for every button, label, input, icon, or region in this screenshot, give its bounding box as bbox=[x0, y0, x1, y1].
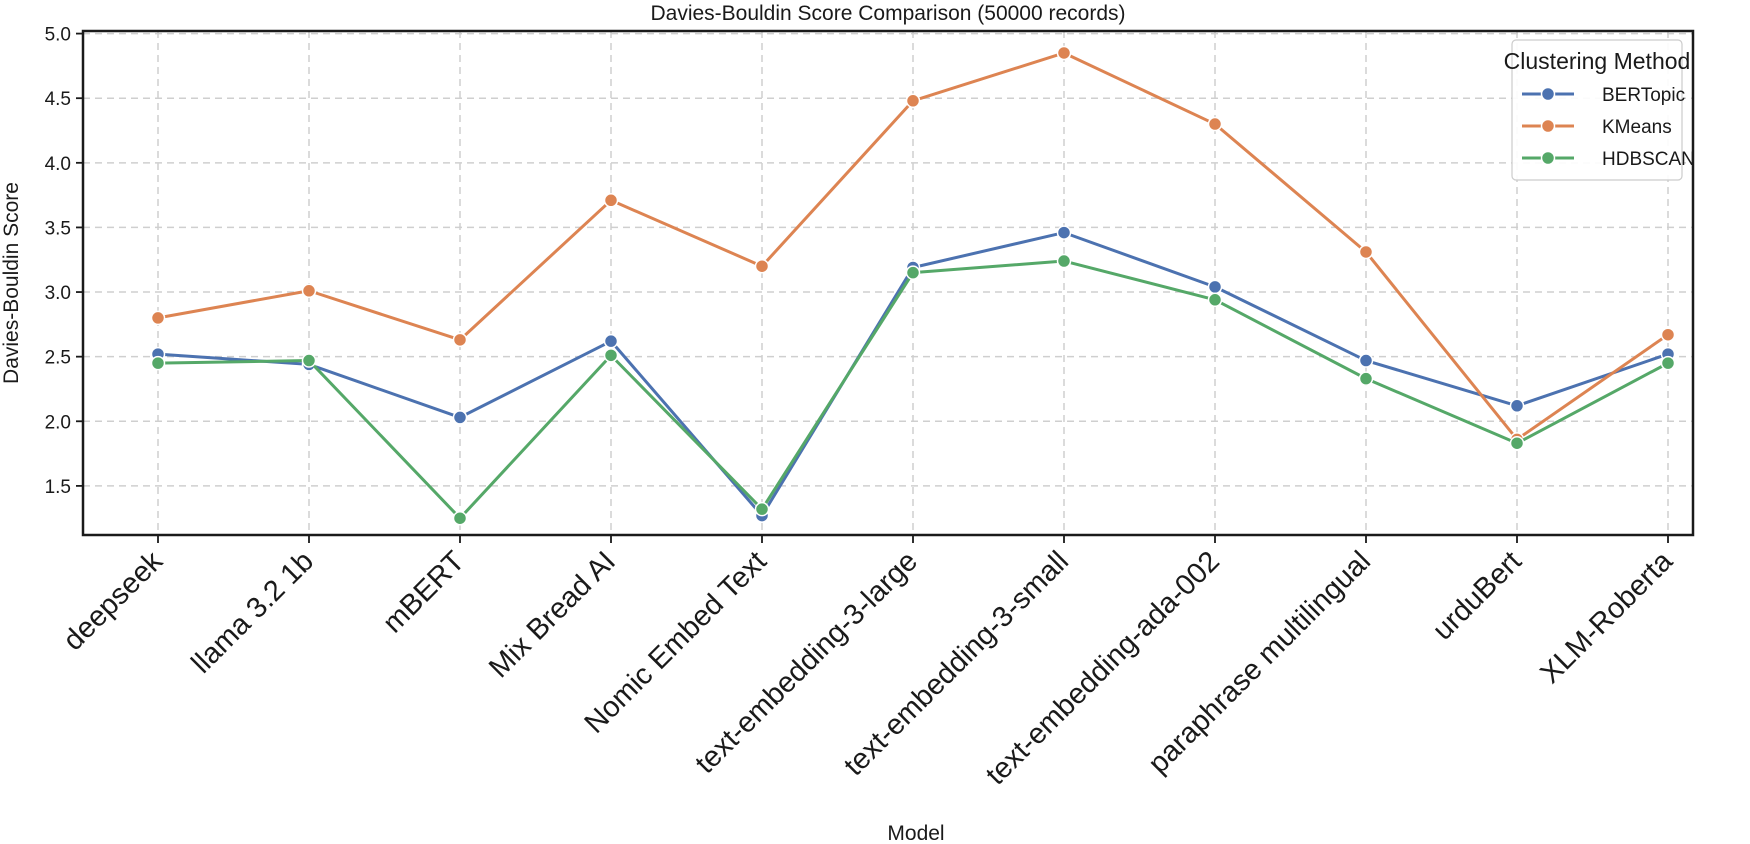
x-tick-label: urduBert bbox=[1427, 545, 1528, 646]
data-point-bertopic bbox=[603, 333, 619, 349]
data-point-hdbscan bbox=[452, 510, 468, 526]
x-tick-label: llama 3.2 1b bbox=[186, 545, 320, 679]
x-axis: deepseek llama 3.2 1b mBERT Mix Bread AINom… bbox=[57, 535, 1680, 791]
legend-label: BERTopic bbox=[1602, 85, 1685, 106]
y-axis: 1.5 2.0 2.5 3.0 3.5 4.0 4.5 5.0 bbox=[45, 25, 83, 498]
data-point-hdbscan bbox=[905, 265, 921, 280]
plot-frame bbox=[81, 29, 1695, 537]
x-tick-label: Mix Bread AI bbox=[483, 545, 622, 684]
legend-item-kmeans: KMeans bbox=[1522, 117, 1672, 138]
y-tick-label: 5.0 bbox=[45, 25, 71, 46]
legend-title: Clustering Method bbox=[1504, 48, 1691, 74]
legend: Clustering Method BERTopic KMeans HDBSCAN bbox=[1504, 39, 1695, 181]
legend-item-hdbscan: HDBSCAN bbox=[1522, 149, 1695, 170]
series-kmeans bbox=[150, 45, 1676, 447]
data-point-bertopic bbox=[1207, 279, 1223, 295]
data-point-kmeans bbox=[905, 93, 921, 109]
data-point-hdbscan bbox=[1056, 253, 1072, 269]
x-tick-label: deepseek bbox=[57, 545, 169, 657]
legend-marker bbox=[1540, 118, 1556, 134]
data-point-kmeans bbox=[1358, 244, 1374, 260]
data-point-hdbscan bbox=[1207, 292, 1223, 308]
data-point-hdbscan bbox=[1358, 371, 1374, 386]
y-tick-label: 2.0 bbox=[45, 412, 71, 433]
data-point-kmeans bbox=[1207, 116, 1223, 132]
data-point-hdbscan bbox=[1509, 435, 1525, 451]
data-point-bertopic bbox=[1509, 398, 1525, 414]
y-axis-label: Davies-Bouldin Score bbox=[0, 182, 23, 384]
data-point-hdbscan bbox=[1660, 355, 1676, 371]
x-axis-label: Model bbox=[887, 822, 944, 844]
y-tick-label: 2.5 bbox=[45, 348, 71, 369]
y-tick-label: 1.5 bbox=[45, 477, 71, 498]
data-point-bertopic bbox=[1358, 353, 1374, 368]
y-tick-label: 4.0 bbox=[45, 154, 71, 175]
legend-label: KMeans bbox=[1602, 117, 1672, 138]
data-point-hdbscan bbox=[754, 501, 770, 517]
legend-label: HDBSCAN bbox=[1602, 149, 1695, 170]
data-point-kmeans bbox=[603, 193, 619, 208]
data-point-kmeans bbox=[754, 258, 770, 274]
data-point-kmeans bbox=[1056, 45, 1072, 61]
y-tick-label: 3.0 bbox=[45, 283, 71, 304]
y-tick-label: 3.5 bbox=[45, 218, 71, 239]
data-point-kmeans bbox=[452, 332, 468, 348]
data-point-bertopic bbox=[452, 410, 468, 425]
legend-item-bertopic: BERTopic bbox=[1522, 85, 1685, 106]
series-hdbscan bbox=[150, 253, 1676, 526]
y-tick-label: 4.5 bbox=[45, 89, 71, 110]
grid bbox=[83, 31, 1693, 535]
x-tick-label: XLM-Roberta bbox=[1534, 545, 1679, 690]
legend-box bbox=[1511, 39, 1683, 181]
legend-marker bbox=[1540, 86, 1556, 102]
x-tick-label: mBERT bbox=[377, 545, 471, 639]
data-point-kmeans bbox=[301, 283, 317, 299]
chart-title: Davies-Bouldin Score Comparison (50000 r… bbox=[650, 2, 1125, 25]
series-group bbox=[150, 45, 1676, 526]
data-point-kmeans bbox=[1660, 327, 1676, 342]
legend-marker bbox=[1540, 150, 1556, 166]
data-point-bertopic bbox=[1056, 225, 1072, 240]
data-point-kmeans bbox=[150, 310, 166, 326]
data-point-hdbscan bbox=[301, 353, 317, 368]
data-point-hdbscan bbox=[150, 355, 166, 371]
data-point-hdbscan bbox=[603, 348, 619, 363]
